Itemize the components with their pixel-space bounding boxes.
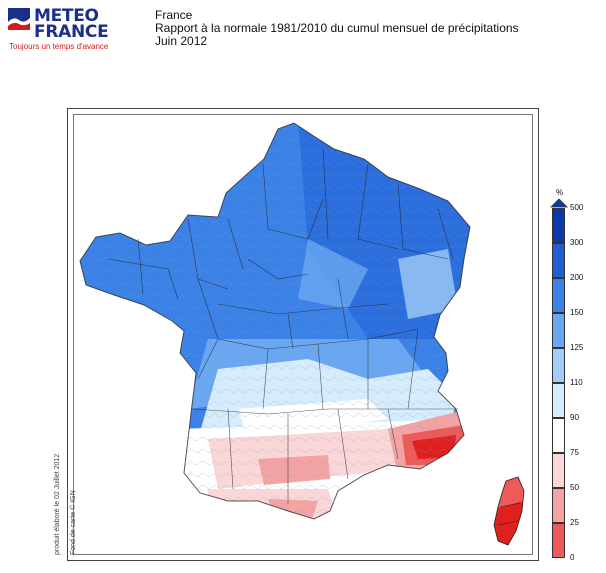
legend-top-arrow-icon [550,198,568,208]
legend-swatch [552,453,565,488]
legend-swatch [552,278,565,313]
credit-produced: produit élaboré le 02 Juillet 2012 [54,453,61,555]
legend-swatch [552,208,565,243]
meteo-france-logo: METEO FRANCE Toujours un temps d'avance [8,6,148,54]
map-inner-border [73,114,533,555]
legend-swatch [552,243,565,278]
header-title: Rapport à la normale 1981/2010 du cumul … [155,21,519,35]
logo-tagline: Toujours un temps d'avance [9,42,109,51]
legend-swatch [552,523,565,558]
mainland-fill [80,123,470,519]
legend-label: 0 [570,553,575,562]
legend-label: 75 [570,448,579,457]
legend-swatch [552,348,565,383]
credit-basemap: Fond de carte © IGN [70,490,77,555]
logo-line2: FRANCE [34,22,109,42]
legend-label: 500 [570,203,584,212]
legend-label: 50 [570,483,579,492]
legend-label: 110 [570,378,583,387]
header-period: Juin 2012 [155,34,208,48]
corsica [493,476,525,546]
legend-swatch [552,383,565,418]
legend-label: 125 [570,343,584,352]
logo-mark-icon [8,8,30,30]
legend: % 500 300 200 150 125 110 90 75 50 25 0 [548,188,600,568]
legend-label: 300 [570,238,584,247]
logo-line1: METEO [34,6,99,26]
legend-swatch [552,488,565,523]
legend-label: 25 [570,518,579,527]
department-borders [79,122,471,520]
legend-unit: % [556,188,564,197]
map-header: France Rapport à la normale 1981/2010 du… [155,9,519,48]
map-frame: produit élaboré le 02 Juillet 2012 Fond … [54,108,539,561]
legend-label: 200 [570,273,584,282]
france-precipitation-map [79,122,525,546]
legend-swatch [552,313,565,348]
legend-swatch [552,418,565,453]
header-region: France [155,8,193,22]
legend-label: 150 [570,308,584,317]
legend-label: 90 [570,413,579,422]
